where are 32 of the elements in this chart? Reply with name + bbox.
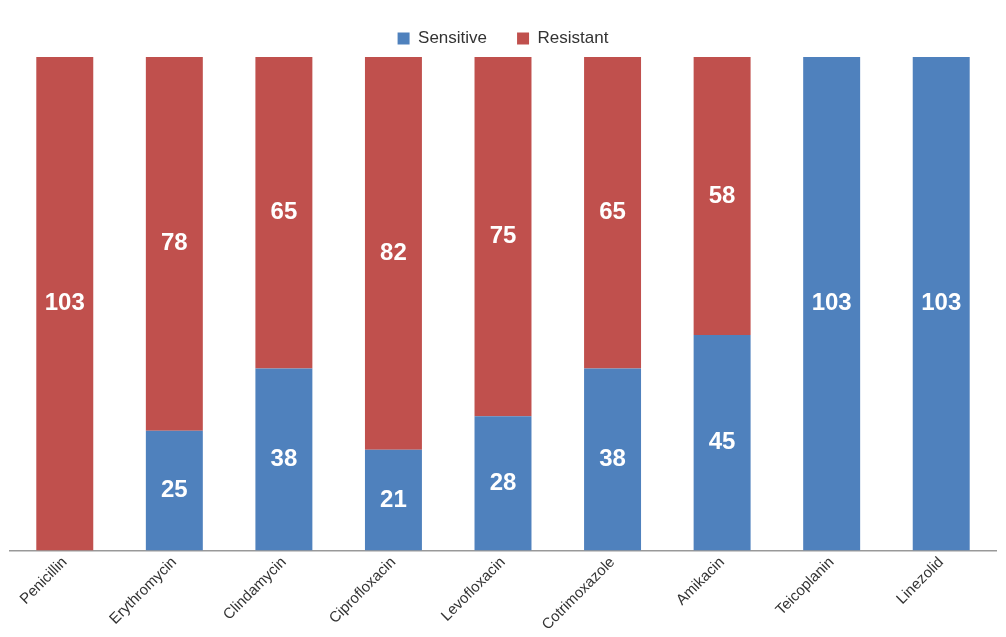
legend-label: Sensitive bbox=[418, 28, 488, 48]
data-label: 75 bbox=[489, 221, 517, 249]
bar bbox=[255, 57, 313, 369]
data-label: 25 bbox=[160, 475, 188, 503]
data-label: 78 bbox=[160, 228, 188, 256]
data-label: 65 bbox=[270, 197, 298, 225]
bar bbox=[145, 430, 203, 551]
legend-label: Resistant bbox=[537, 28, 609, 48]
bar bbox=[36, 57, 94, 551]
data-label: 103 bbox=[44, 288, 85, 316]
data-label: 103 bbox=[921, 288, 962, 316]
bar bbox=[693, 334, 751, 551]
bar bbox=[474, 57, 532, 417]
data-label: 21 bbox=[380, 484, 407, 512]
bar bbox=[584, 368, 642, 551]
bar bbox=[364, 449, 422, 551]
data-label: 28 bbox=[489, 468, 517, 496]
bar bbox=[912, 57, 970, 551]
bar bbox=[474, 416, 532, 551]
data-label: 38 bbox=[270, 444, 298, 472]
bar bbox=[255, 368, 313, 551]
bar bbox=[584, 57, 642, 369]
data-label: 103 bbox=[811, 288, 852, 316]
data-label: 65 bbox=[599, 197, 626, 225]
bar bbox=[145, 57, 203, 431]
bar bbox=[693, 57, 751, 335]
data-label: 38 bbox=[599, 444, 626, 472]
data-label: 45 bbox=[708, 427, 736, 455]
bar bbox=[803, 57, 861, 551]
data-label: 82 bbox=[380, 238, 407, 266]
data-label: 58 bbox=[708, 180, 736, 208]
bar bbox=[364, 57, 422, 450]
